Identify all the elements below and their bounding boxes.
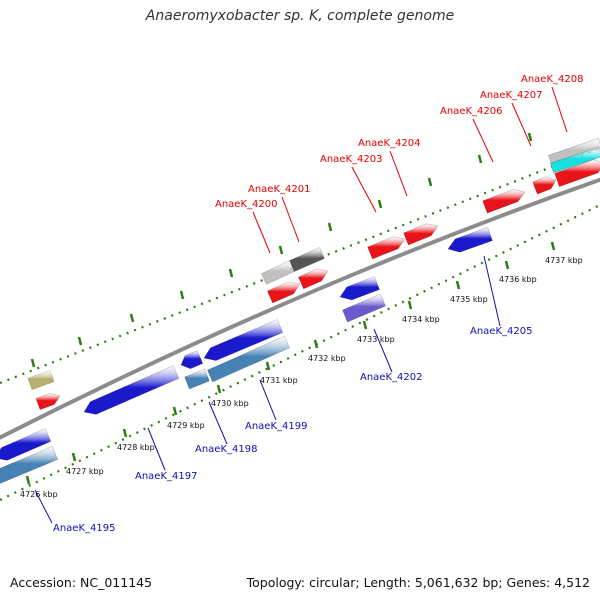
kbp-major-tick: [25, 475, 31, 485]
gene-box-khaki: [27, 370, 55, 390]
kbp-major-tick: [216, 384, 222, 394]
gene-label: AnaeK_4201: [248, 184, 310, 195]
gene-arrow-4199: [203, 319, 284, 361]
forward-major-tick: [129, 313, 135, 323]
kbp-major-tick: [362, 320, 368, 330]
gene-leader-line: [147, 427, 166, 471]
kbp-tick-label: 4732 kbp: [308, 354, 346, 363]
gene-label: AnaeK_4207: [480, 90, 542, 101]
gene-label: AnaeK_4202: [360, 372, 422, 383]
reverse-scale-line: [0, 204, 600, 501]
gene-label: AnaeK_4197: [135, 471, 197, 482]
gene-leader-line: [472, 118, 494, 163]
gene-leader-line: [511, 102, 532, 147]
kbp-tick-label: 4727 kbp: [66, 467, 104, 476]
forward-major-tick: [278, 245, 284, 255]
gene-label: AnaeK_4203: [320, 154, 382, 165]
gene-arrow-4197: [83, 365, 180, 415]
gene-leader-line: [252, 211, 271, 254]
gene-arrow-4202: [339, 276, 380, 301]
kbp-major-tick: [407, 300, 413, 310]
gene-box-grey-light: [261, 260, 295, 285]
kbp-tick-label: 4736 kbp: [499, 275, 537, 284]
kbp-major-tick: [455, 280, 461, 290]
gene-leader-line: [259, 379, 277, 421]
gene-label: AnaeK_4200: [215, 199, 277, 210]
gene-box-grey-light-4208: [548, 137, 600, 166]
kbp-major-tick: [172, 406, 178, 416]
gene-box-cyan-4208: [550, 146, 600, 174]
gene-arrow-4207: [532, 176, 557, 195]
accession-label: Accession: NC_011145: [10, 575, 153, 590]
gene-arrow-4200: [267, 281, 301, 304]
kbp-tick-label: 4730 kbp: [211, 399, 249, 408]
gene-box-steel-4198: [184, 368, 210, 390]
gene-label: AnaeK_4199: [245, 421, 307, 432]
forward-major-tick: [377, 199, 383, 209]
forward-major-tick: [527, 132, 533, 142]
gene-arrow-4205: [447, 227, 493, 253]
gene-leader-line: [483, 255, 501, 327]
kbp-tick-label: 4737 kbp: [545, 256, 583, 265]
map-title: Anaeromyxobacter sp. K, complete genome: [145, 8, 455, 24]
gene-arrow-4206: [482, 189, 526, 214]
gene-label: AnaeK_4195: [53, 523, 115, 534]
gene-leader-line: [373, 328, 393, 373]
gene-label: AnaeK_4206: [440, 106, 502, 117]
forward-major-tick: [77, 336, 83, 346]
gene-box-steel-left: [0, 446, 59, 484]
kbp-major-tick: [265, 361, 271, 371]
gene-label: AnaeK_4208: [521, 74, 583, 85]
forward-major-tick: [228, 268, 234, 278]
gene-box-steel-4199: [207, 335, 290, 383]
kbp-tick-label: 4731 kbp: [260, 376, 298, 385]
kbp-tick-label: 4728 kbp: [117, 443, 155, 452]
gene-leader-line: [551, 86, 568, 133]
kbp-tick-label: 4729 kbp: [167, 421, 205, 430]
forward-scale-line: [0, 146, 600, 385]
gene-arrow-blue-small: [180, 350, 204, 370]
gene-box-grey-dark: [289, 247, 325, 272]
kbp-tick-label: 4734 kbp: [402, 315, 440, 324]
genome-summary: Topology: circular; Length: 5,061,632 bp…: [246, 575, 590, 590]
backbone-line: [0, 177, 600, 440]
gene-box-purple-4202: [342, 293, 386, 323]
gene-leader-line: [389, 150, 408, 197]
kbp-major-tick: [122, 428, 128, 438]
gene-arrow-4208: [554, 159, 600, 187]
kbp-major-tick: [504, 260, 510, 270]
kbp-major-tick: [71, 452, 77, 462]
forward-major-tick: [427, 177, 433, 187]
forward-major-tick: [327, 222, 333, 232]
gene-arrow-4204: [403, 223, 439, 246]
kbp-tick-label: 4735 kbp: [450, 295, 488, 304]
gene-leader-line: [34, 489, 53, 524]
gene-leader-line: [351, 166, 377, 213]
gene-arrow-4203: [367, 236, 406, 260]
kbp-tick-label: 4733 kbp: [357, 335, 395, 344]
kbp-major-tick: [313, 339, 319, 349]
gene-arrow-4201: [298, 268, 329, 290]
gene-label: AnaeK_4205: [470, 326, 532, 337]
gene-arrow-blue-left: [0, 428, 52, 461]
kbp-major-tick: [550, 241, 556, 251]
gene-leader-line: [281, 196, 300, 243]
gene-arrow-small-red: [35, 392, 61, 410]
forward-major-tick: [477, 154, 483, 164]
gene-label: AnaeK_4204: [358, 138, 420, 149]
forward-major-tick: [30, 358, 36, 368]
forward-major-tick: [179, 290, 185, 300]
gene-label: AnaeK_4198: [195, 444, 257, 455]
gene-leader-line: [208, 401, 228, 445]
kbp-tick-label: 4726 kbp: [20, 490, 58, 499]
